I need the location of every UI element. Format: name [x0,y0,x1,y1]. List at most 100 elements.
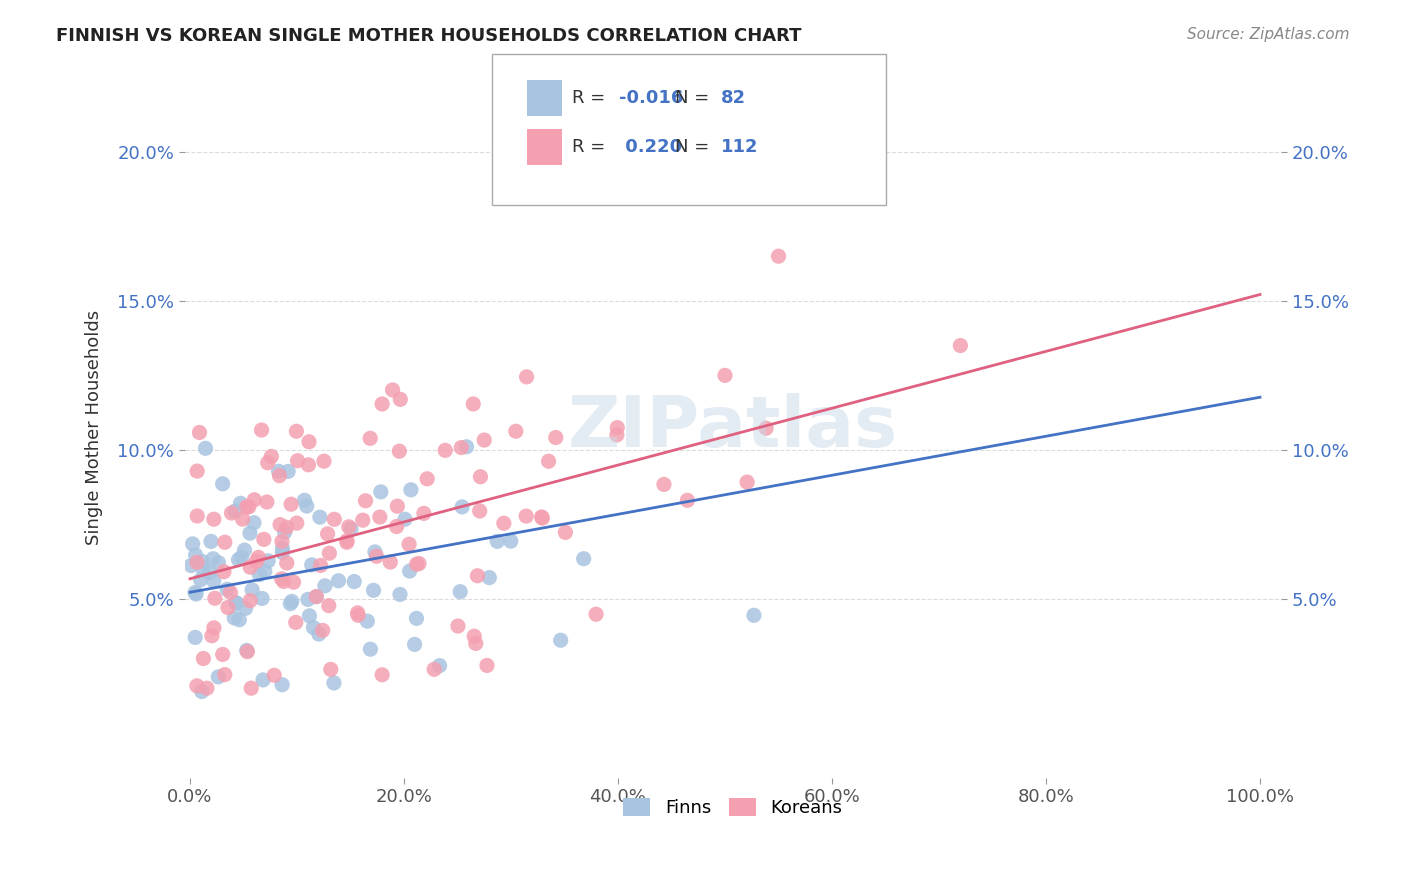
Finns [340,522,363,536]
Koreans [492,516,515,531]
Finns [363,583,385,598]
Koreans [585,607,607,622]
Finns [194,442,217,456]
Koreans [408,557,430,571]
Finns [211,476,233,491]
Koreans [714,368,737,383]
Koreans [188,425,211,440]
Koreans [260,450,283,464]
Koreans [389,392,412,407]
Finns [267,464,290,478]
Koreans [186,508,208,523]
Koreans [235,500,257,514]
Koreans [464,636,486,650]
Koreans [463,397,485,411]
Koreans [186,464,208,478]
Koreans [232,512,254,526]
Finns [184,585,207,599]
Finns [233,543,256,558]
Koreans [273,574,295,589]
Finns [200,534,222,549]
Finns [853,160,876,174]
Koreans [311,624,333,638]
Finns [229,496,252,510]
Finns [207,556,229,570]
Koreans [238,500,260,514]
Koreans [735,475,758,489]
Koreans [309,558,332,573]
Koreans [195,681,218,696]
Finns [302,620,325,634]
Finns [305,590,328,604]
Koreans [368,510,391,524]
Koreans [298,434,321,449]
Finns [191,684,214,698]
Finns [247,567,270,582]
Finns [239,526,262,541]
Koreans [371,667,394,681]
Finns [184,631,207,645]
Koreans [312,454,335,468]
Finns [394,512,416,526]
Koreans [236,644,259,658]
Finns [191,555,214,569]
Finns [257,554,280,568]
Koreans [217,600,239,615]
Finns [449,584,471,599]
Finns [191,561,214,575]
Finns [271,545,294,559]
Finns [550,633,572,648]
Finns [271,541,294,556]
Text: 82: 82 [721,89,747,107]
Koreans [204,591,226,606]
Finns [294,493,316,508]
Finns [240,582,263,597]
Finns [298,608,321,623]
Koreans [398,537,420,551]
Koreans [202,512,225,526]
Finns [456,440,478,454]
Finns [225,596,247,610]
Finns [181,537,204,551]
Koreans [359,431,381,445]
Koreans [423,662,446,676]
Finns [243,516,266,530]
Koreans [676,493,699,508]
Koreans [276,520,298,534]
Koreans [412,507,434,521]
Finns [308,627,330,641]
Koreans [280,497,302,511]
Koreans [505,424,527,438]
Finns [228,552,250,566]
Koreans [405,557,427,571]
Koreans [472,433,495,447]
Y-axis label: Single Mother Households: Single Mother Households [86,310,103,545]
Koreans [470,469,492,483]
Finns [235,601,257,615]
Text: FINNISH VS KOREAN SINGLE MOTHER HOUSEHOLDS CORRELATION CHART: FINNISH VS KOREAN SINGLE MOTHER HOUSEHOL… [56,27,801,45]
Koreans [544,431,567,445]
Finns [224,611,246,625]
Koreans [239,560,262,574]
Koreans [380,555,402,569]
Finns [572,551,595,566]
Koreans [318,546,340,560]
Finns [314,579,336,593]
Koreans [323,512,346,526]
Koreans [287,453,309,467]
Koreans [387,499,409,513]
Finns [478,571,501,585]
Koreans [336,533,359,548]
Finns [343,574,366,589]
Legend: Finns, Koreans: Finns, Koreans [616,790,849,824]
Finns [202,574,225,588]
Koreans [305,590,328,604]
Koreans [537,454,560,468]
Koreans [219,585,242,599]
Text: R =: R = [572,138,612,156]
Finns [184,587,207,601]
Finns [280,597,302,611]
Finns [742,608,765,623]
Koreans [283,575,305,590]
Finns [202,551,225,566]
